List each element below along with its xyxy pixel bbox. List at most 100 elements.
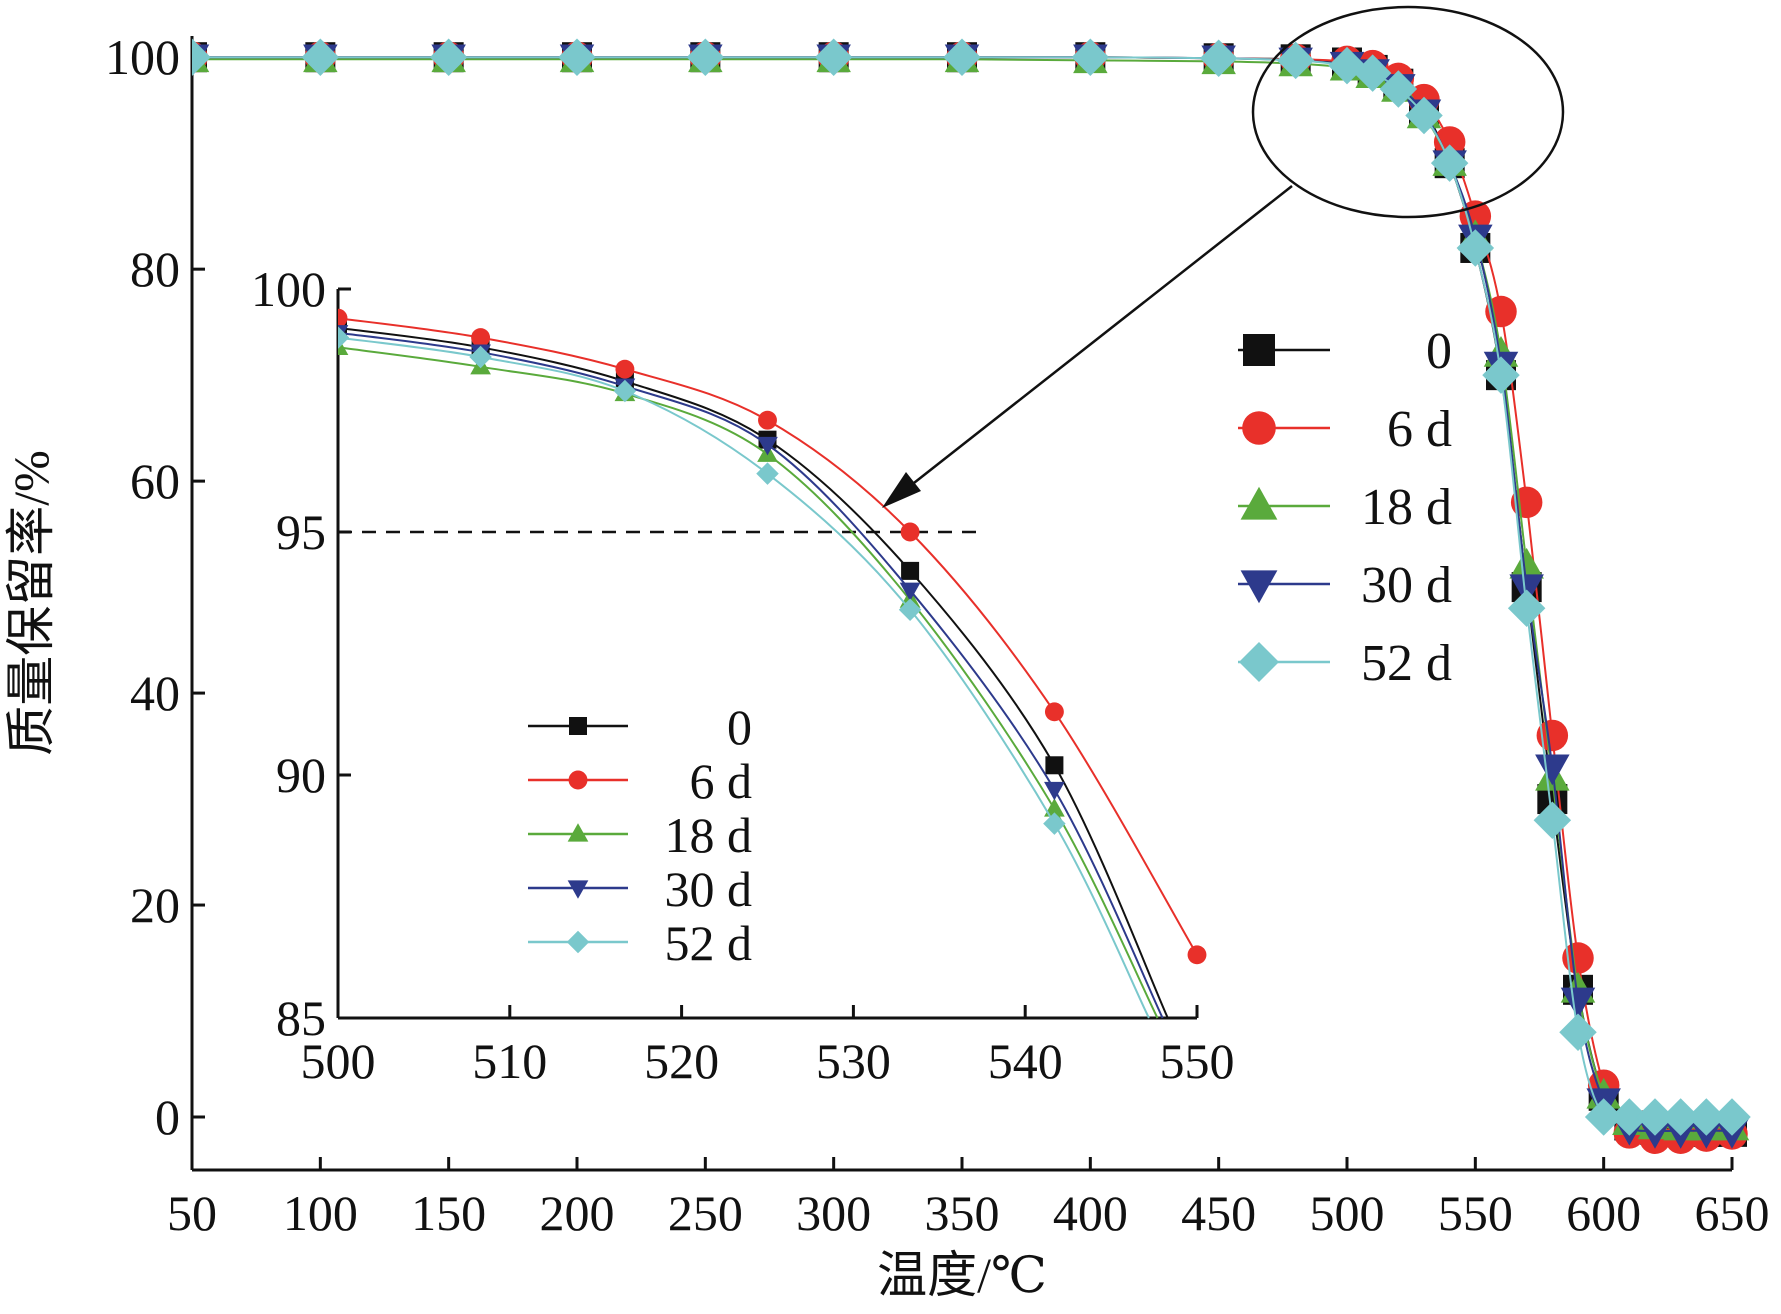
main-data-point [1562,942,1594,974]
inset-legend-marker [566,930,590,954]
inset-data-point [1044,702,1064,722]
main-data-point [301,38,340,76]
inset-data-point [615,359,635,379]
main-axes: 50 100 150 200 250 300 350 400 450 500 550 600 65002… [3,29,1770,1303]
main-data-point [1533,801,1572,840]
inset-data-point [1187,945,1207,965]
main-legend-item: 30 d [1188,557,1452,614]
inset-data-point [1045,756,1064,775]
main-y-tick-label: 80 [130,241,180,297]
main-data-point [1379,70,1418,108]
main-data-point [558,38,596,76]
main-data-point [1276,41,1315,80]
inset-data-point [1044,781,1065,801]
main-series-4 [192,38,1751,1136]
main-x-tick-label: 150 [411,1185,486,1241]
inset-x-tick-label: 530 [816,1033,891,1089]
main-legend-marker [1243,334,1275,366]
main-legend-item: 0 [1188,323,1452,380]
inset-plot: 500 510 520 530 540 550 85 90 95 100 06 d18 d30 d5… [251,261,1238,1089]
inset-legend-item: 18 d [528,807,752,863]
inset-legend-label: 30 d [665,861,753,917]
main-legend-label: 30 d [1361,557,1452,614]
main-data-point [1713,1098,1751,1136]
main-legend-label: 52 d [1361,635,1452,692]
main-legend-marker [1240,570,1278,604]
inset-legend-label: 18 d [665,807,753,863]
inset-legend-label: 0 [727,699,752,755]
main-x-tick-label: 350 [925,1185,1000,1241]
inset-series-line [338,317,1198,956]
inset-x-tick-label: 500 [301,1033,376,1089]
main-data-point [192,38,211,76]
inset-data-point [757,436,778,456]
zoom-ellipse [1251,5,1565,219]
main-data-point [1687,1098,1726,1136]
main-x-tick-label: 400 [1053,1185,1128,1241]
main-data-point [1433,126,1466,158]
inset-x-tick-label: 520 [644,1033,719,1089]
inset-y-tick-label: 90 [276,747,326,803]
main-y-tick-label: 60 [130,453,180,509]
main-y-tick-label: 20 [130,877,180,933]
main-data-point [1560,987,1596,1019]
main-data-point [1507,589,1546,628]
main-legend-label: 0 [1426,323,1452,380]
inset-y-tick-label: 95 [276,504,326,560]
inset-data-point [898,598,922,622]
inset-axes: 500 510 520 530 540 550 85 90 95 100 [251,261,1235,1089]
main-data-point [1559,1013,1597,1051]
main-data-point [1071,38,1110,76]
main-legend-marker [1239,642,1279,682]
main-x-tick-label: 450 [1181,1185,1256,1241]
main-data-point [1536,719,1569,752]
main-data-point [814,38,853,76]
zoom-arrow-head [882,472,921,508]
main-plot: 50 100 150 200 250 300 350 400 450 500 550 600 65002… [3,29,1770,1303]
main-x-tick-label: 550 [1438,1185,1513,1241]
main-x-tick-label: 250 [668,1185,743,1241]
main-data-point [1430,144,1469,182]
main-x-tick-label: 600 [1566,1185,1641,1241]
main-x-tick-label: 500 [1310,1185,1385,1241]
main-legend-item: 52 d [1188,635,1452,692]
main-x-tick-label: 300 [796,1185,871,1241]
inset-series-1 [338,308,1207,965]
inset-legend-marker [567,880,589,899]
main-data-point [943,38,981,76]
main-data-point [1509,547,1544,579]
inset-legend-label: 52 d [665,915,753,971]
main-legend-label: 18 d [1361,479,1452,536]
main-data-point [1456,229,1495,267]
inset-data-point [758,410,777,430]
inset-data-point [1043,812,1066,835]
main-x-tick-label: 50 [167,1185,217,1241]
inset-backdrop [338,270,1238,1080]
x-axis-title: 温度/℃ [877,1247,1047,1303]
main-data-point [1661,1098,1700,1136]
inset-legend-marker [567,823,589,842]
main-data-point [1535,754,1570,786]
main-data-point [1405,96,1443,135]
main-data-point [686,38,725,76]
main-data-point [1610,1098,1649,1136]
main-y-tick-label: 0 [155,1089,180,1145]
main-x-tick-label: 650 [1695,1185,1770,1241]
inset-data-point [471,328,491,348]
inset-data-point [1044,798,1065,817]
main-legend-marker [1242,411,1276,445]
inset-legend-marker [568,770,588,790]
y-axis-title: 质量保留率/% [3,450,59,756]
inset-legend-marker [569,717,587,735]
inset-x-tick-label: 550 [1160,1033,1235,1089]
inset-x-tick-label: 540 [988,1033,1063,1089]
main-data-point [1482,356,1520,394]
inset-data-point [338,326,350,349]
main-y-tick-label: 40 [130,665,180,721]
main-data-point [1584,1098,1623,1136]
inset-data-point [901,561,920,580]
inset-x-tick-label: 510 [472,1033,547,1089]
zoom-arrow-shaft [904,185,1293,491]
inset-y-tick-label: 100 [251,261,326,317]
